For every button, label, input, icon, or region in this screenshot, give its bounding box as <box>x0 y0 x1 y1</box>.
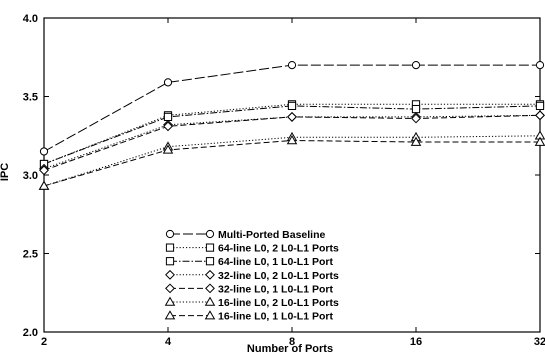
legend-entry: 16-line L0, 2 L0-L1 Ports <box>218 297 339 309</box>
series-line <box>43 139 540 187</box>
x-tick-label: 8 <box>289 336 295 348</box>
data-point <box>163 121 173 132</box>
x-tick-label: 4 <box>165 336 172 348</box>
data-point <box>411 113 421 124</box>
legend-marker <box>165 283 175 294</box>
legend: Multi-Ported Baseline 64-line L0, 2 L0-L1… <box>164 229 339 323</box>
legend-marker <box>165 229 175 239</box>
data-point <box>286 135 298 145</box>
legend-marker <box>164 310 176 320</box>
legend-marker <box>205 229 215 239</box>
axis-ticks: 2 4 8 16 32 2.0 2.5 3.0 3.5 4.0 <box>23 13 545 348</box>
x-tick-label: 2 <box>41 336 47 348</box>
y-axis-label: IPC <box>0 163 11 181</box>
x-tick-label: 16 <box>410 336 422 348</box>
data-point <box>535 61 545 70</box>
x-tick-label: 32 <box>534 336 545 348</box>
data-point <box>287 61 297 70</box>
data-point <box>411 104 421 114</box>
legend-marker <box>165 269 175 280</box>
y-tick-label: 3.5 <box>23 92 38 104</box>
legend-marker <box>165 257 175 266</box>
data-point <box>535 110 545 121</box>
legend-entry: 64-line L0, 2 L0-L1 Ports <box>218 243 339 255</box>
legend-entry: 32-line L0, 2 L0-L1 Ports <box>218 270 339 282</box>
data-point <box>535 101 545 111</box>
data-point <box>287 112 297 122</box>
series-lines <box>43 64 541 187</box>
series-line <box>43 105 541 165</box>
series-line <box>43 103 540 165</box>
series-line <box>43 135 541 187</box>
legend-marker <box>204 310 216 320</box>
data-point <box>411 61 421 70</box>
data-point <box>287 101 297 111</box>
data-point <box>534 136 545 146</box>
legend-marker <box>204 296 216 306</box>
y-tick-label: 4.0 <box>23 13 38 25</box>
data-point <box>39 147 49 156</box>
y-tick-label: 3.0 <box>23 170 38 182</box>
legend-marker <box>165 243 175 252</box>
y-tick-label: 2.5 <box>23 249 38 261</box>
legend-marker <box>164 296 176 306</box>
legend-marker <box>205 283 215 294</box>
data-point <box>162 144 174 154</box>
legend-entry: Multi-Ported Baseline <box>218 229 326 241</box>
legend-marker <box>205 269 215 280</box>
series-markers <box>38 61 545 190</box>
legend-marker <box>205 257 215 266</box>
legend-marker <box>205 243 215 252</box>
data-point <box>163 112 173 122</box>
data-point <box>39 165 49 176</box>
legend-entry: 64-line L0, 1 L0-L1 Port <box>218 256 333 268</box>
data-point <box>410 136 422 146</box>
data-point <box>38 180 50 190</box>
data-point <box>163 78 173 87</box>
y-tick-label: 2.0 <box>23 327 38 339</box>
x-axis-label: Number of Ports <box>247 343 333 355</box>
legend-entry: 16-line L0, 1 L0-L1 Port <box>218 311 333 323</box>
legend-entry: 32-line L0, 1 L0-L1 Port <box>218 283 333 295</box>
